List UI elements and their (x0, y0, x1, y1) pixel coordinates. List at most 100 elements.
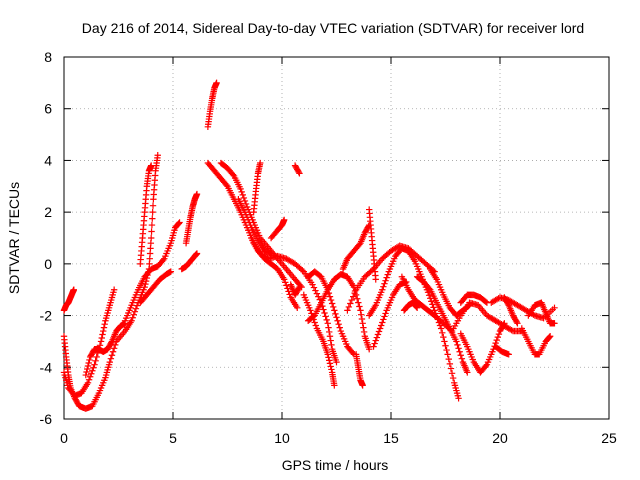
data-point (101, 320, 108, 328)
data-point (495, 330, 503, 338)
data-point (429, 301, 436, 308)
data-point (381, 313, 388, 320)
data-point (455, 345, 462, 352)
trace-t6 (137, 268, 175, 306)
data-point (333, 314, 340, 321)
data-point (299, 267, 306, 274)
data-point (294, 304, 301, 312)
data-point (425, 292, 433, 299)
data-point (90, 364, 97, 371)
data-point (425, 285, 433, 292)
data-point (373, 334, 381, 341)
data-point (493, 336, 500, 344)
data-point (375, 328, 383, 335)
trace-t5 (121, 219, 183, 324)
y-tick-label: 0 (44, 256, 52, 272)
data-point (358, 311, 365, 318)
trace-t22 (339, 221, 373, 273)
data-point (324, 320, 331, 327)
data-point (383, 274, 390, 281)
data-point (382, 277, 389, 284)
data-point (465, 302, 472, 310)
data-point (349, 349, 357, 357)
data-point (413, 304, 421, 312)
y-tick-label: -4 (40, 359, 53, 375)
data-point (372, 276, 379, 283)
data-point (149, 208, 156, 216)
data-point (325, 324, 332, 331)
data-point (130, 311, 137, 318)
data-point (295, 168, 302, 176)
data-point (86, 373, 94, 380)
trace-t26 (366, 245, 462, 402)
data-point (326, 360, 334, 367)
data-point (84, 365, 91, 373)
x-tick-label: 5 (169, 430, 177, 446)
plot-frame (63, 56, 610, 420)
data-point (335, 320, 342, 328)
data-point (193, 250, 201, 257)
data-point (148, 228, 155, 235)
data-point (366, 345, 373, 353)
data-point (358, 315, 366, 323)
data-point (347, 300, 354, 307)
data-point (142, 280, 149, 288)
trace-t31 (427, 265, 473, 319)
data-point (504, 300, 512, 308)
data-point (89, 367, 96, 374)
data-point (84, 379, 92, 386)
data-point (240, 194, 248, 202)
data-point (357, 307, 364, 314)
data-point (370, 343, 377, 350)
data-points (60, 79, 558, 412)
data-point (326, 357, 333, 364)
data-point (84, 362, 92, 370)
data-point (428, 298, 435, 305)
x-tick-label: 10 (274, 430, 290, 446)
data-point (449, 374, 457, 382)
data-point (350, 293, 357, 300)
data-point (445, 355, 452, 363)
data-point (332, 310, 339, 318)
data-point (360, 328, 368, 336)
data-point (148, 162, 155, 169)
data-point (320, 306, 327, 313)
trace-t35 (492, 343, 512, 358)
data-point (295, 285, 302, 292)
trace-t37 (525, 299, 558, 327)
data-point (546, 333, 553, 341)
data-point (327, 296, 335, 304)
trace-t23 (352, 351, 366, 389)
data-point (98, 334, 105, 342)
data-point (109, 348, 117, 355)
data-point (551, 304, 558, 312)
data-point (508, 327, 515, 334)
data-point (440, 333, 447, 341)
data-point (108, 339, 115, 346)
data-point (551, 320, 558, 327)
data-point (454, 341, 461, 349)
data-point (132, 305, 140, 312)
axis-ticks (63, 56, 610, 420)
trace-t12 (217, 159, 305, 291)
data-point (351, 289, 358, 297)
data-point (149, 202, 157, 209)
trace-t36 (518, 325, 554, 358)
data-point (334, 317, 341, 324)
y-axis-label: SDTVAR / TECUs (6, 182, 22, 294)
trace-t13 (235, 196, 275, 257)
data-point (129, 314, 136, 321)
data-point (110, 345, 118, 352)
data-point (379, 286, 386, 293)
data-point (100, 327, 107, 335)
data-point (331, 307, 338, 314)
data-point (213, 79, 220, 87)
chart-title: Day 216 of 2014, Sidereal Day-to-day VTE… (82, 20, 584, 36)
data-point (505, 351, 512, 358)
trace-t3 (60, 286, 78, 314)
data-point (85, 376, 93, 383)
data-point (376, 325, 384, 332)
x-tick-label: 15 (383, 430, 399, 446)
x-tick-label: 20 (492, 430, 508, 446)
